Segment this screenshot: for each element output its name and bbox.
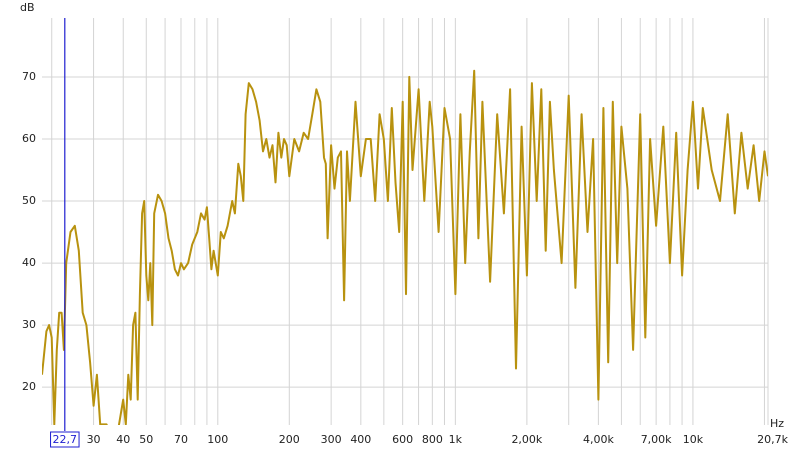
x-tick-label: 10k	[683, 433, 704, 446]
response-line	[42, 69, 768, 425]
y-tick-label: 20	[22, 380, 36, 393]
x-tick-label: 400	[350, 433, 371, 446]
x-tick-label: 4,00k	[583, 433, 614, 446]
x-tick-label: 200	[279, 433, 300, 446]
x-axis-label: Hz	[770, 417, 784, 430]
x-tick-label: 70	[174, 433, 188, 446]
y-tick-label: 40	[22, 256, 36, 269]
cursor-label-box	[50, 431, 80, 448]
x-tick-label: 20,7k	[757, 433, 788, 446]
x-tick-label: 100	[207, 433, 228, 446]
x-tick-label: 40	[116, 433, 130, 446]
y-tick-label: 50	[22, 194, 36, 207]
y-tick-label: 70	[22, 70, 36, 83]
x-tick-label: 300	[321, 433, 342, 446]
cursor-label: 22,7	[53, 433, 78, 446]
x-tick-label: 50	[139, 433, 153, 446]
x-tick-label: 800	[422, 433, 443, 446]
x-tick-label: 7,00k	[641, 433, 672, 446]
x-tick-label: 1k	[449, 433, 463, 446]
marks	[42, 69, 768, 425]
labels: dB Hz 20 30 40 50 60 70 30 40 50 70 100 200 300 400 60…	[20, 1, 789, 446]
y-tick-label: 30	[22, 318, 36, 331]
x-tick-label: 2,00k	[511, 433, 542, 446]
y-axis-label: dB	[20, 1, 35, 14]
x-tick-label: 30	[87, 433, 101, 446]
x-tick-label: 600	[392, 433, 413, 446]
grid	[42, 18, 769, 425]
y-tick-label: 60	[22, 132, 36, 145]
